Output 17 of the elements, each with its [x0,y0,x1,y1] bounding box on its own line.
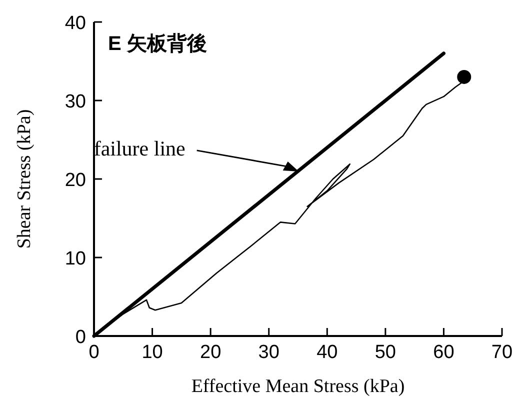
x-tick-label: 20 [200,342,222,363]
y-axis-title: Shear Stress (kPa) [14,109,35,249]
x-tick-label: 40 [316,342,338,363]
x-axis-title: Effective Mean Stress (kPa) [191,376,405,397]
x-tick-label: 30 [258,342,280,363]
y-tick-label: 30 [64,92,86,112]
y-tick-label: 10 [64,248,86,270]
y-tick-label: 40 [64,13,86,34]
x-tick-label: 70 [491,342,513,363]
y-tick-label: 0 [75,327,86,348]
annotation: failure line [94,136,186,160]
y-tick-label: 20 [64,170,86,191]
x-tick-label: 0 [88,342,100,363]
x-tick-label: 50 [374,342,396,363]
x-tick-label: 10 [142,342,163,363]
x-tick-label: 60 [433,342,454,363]
text: E 矢板背後 [108,32,207,55]
